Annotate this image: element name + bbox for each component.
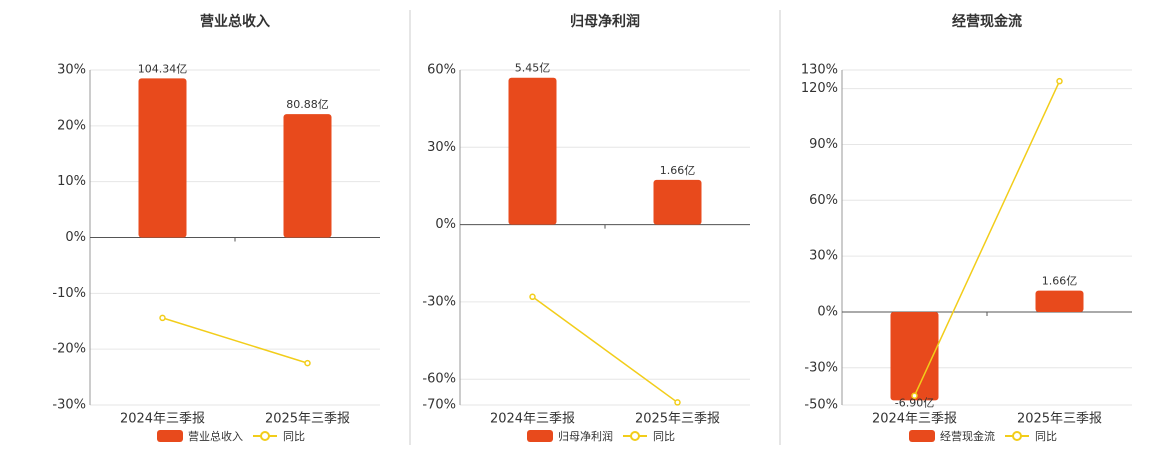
- y-tick-label: 0%: [817, 304, 838, 319]
- legend-label: 营业总收入: [188, 429, 243, 443]
- chart-title: 营业总收入: [200, 13, 270, 30]
- yoy-point: [1056, 77, 1063, 85]
- legend-marker: [260, 431, 270, 441]
- yoy-point: [674, 399, 681, 406]
- legend-label: 归母净利润: [558, 429, 613, 443]
- chart-title: 经营现金流: [952, 13, 1022, 30]
- legend-marker: [630, 431, 640, 441]
- x-tick-label: 2025年三季报: [1017, 412, 1102, 427]
- legend-label: 同比: [283, 430, 305, 443]
- legend-swatch: [527, 430, 553, 442]
- yoy-point: [304, 359, 311, 367]
- bar-value-label: 5.45亿: [515, 62, 551, 75]
- yoy-line: [913, 80, 1061, 397]
- y-tick-label: 120%: [801, 81, 838, 96]
- y-tick-label: -10%: [52, 286, 86, 301]
- y-tick-label: 90%: [809, 137, 838, 152]
- chart-title: 归母净利润: [570, 13, 640, 30]
- bar: [890, 311, 939, 401]
- y-tick-label: -50%: [804, 398, 838, 413]
- x-tick-label: 2024年三季报: [490, 412, 575, 427]
- y-tick-label: -60%: [422, 372, 456, 387]
- bar: [283, 114, 332, 238]
- y-tick-label: 30%: [427, 140, 456, 155]
- bar-value-label: 1.66亿: [1042, 275, 1078, 288]
- bar: [508, 77, 557, 225]
- y-tick-label: 30%: [809, 249, 838, 264]
- y-tick-label: -30%: [804, 360, 838, 375]
- yoy-point: [911, 392, 918, 399]
- bar-value-label: 80.88亿: [286, 98, 329, 111]
- yoy-line: [532, 296, 678, 404]
- legend-swatch: [909, 430, 935, 442]
- x-tick-label: 2024年三季报: [120, 412, 205, 427]
- y-tick-label: -70%: [422, 398, 456, 413]
- y-tick-label: 60%: [809, 193, 838, 208]
- bar: [1035, 290, 1084, 312]
- bar-value-label: 1.66亿: [660, 164, 696, 177]
- y-tick-label: 20%: [57, 118, 86, 133]
- y-tick-label: -30%: [422, 294, 456, 309]
- yoy-point: [159, 314, 166, 322]
- x-tick-label: 2024年三季报: [872, 412, 957, 427]
- legend-label: 同比: [653, 430, 675, 443]
- y-tick-label: 130%: [801, 63, 838, 78]
- bar-value-label: -6.90亿: [895, 396, 934, 409]
- bar-value-label: 104.34亿: [138, 62, 188, 75]
- legend-swatch: [157, 430, 183, 442]
- x-tick-label: 2025年三季报: [265, 412, 350, 427]
- x-tick-label: 2025年三季报: [635, 412, 720, 427]
- legend-marker: [1012, 431, 1022, 441]
- y-tick-label: -20%: [52, 342, 86, 357]
- legend-label: 经营现金流: [940, 429, 995, 443]
- bar: [138, 78, 187, 238]
- y-tick-label: 10%: [57, 174, 86, 189]
- yoy-point: [529, 293, 536, 301]
- y-tick-label: 0%: [65, 230, 86, 245]
- yoy-line: [162, 317, 308, 364]
- y-tick-label: 0%: [435, 217, 456, 232]
- bar: [653, 179, 702, 225]
- y-tick-label: 30%: [57, 63, 86, 78]
- legend-label: 同比: [1035, 430, 1057, 443]
- y-tick-label: 60%: [427, 63, 456, 78]
- y-tick-label: -30%: [52, 398, 86, 413]
